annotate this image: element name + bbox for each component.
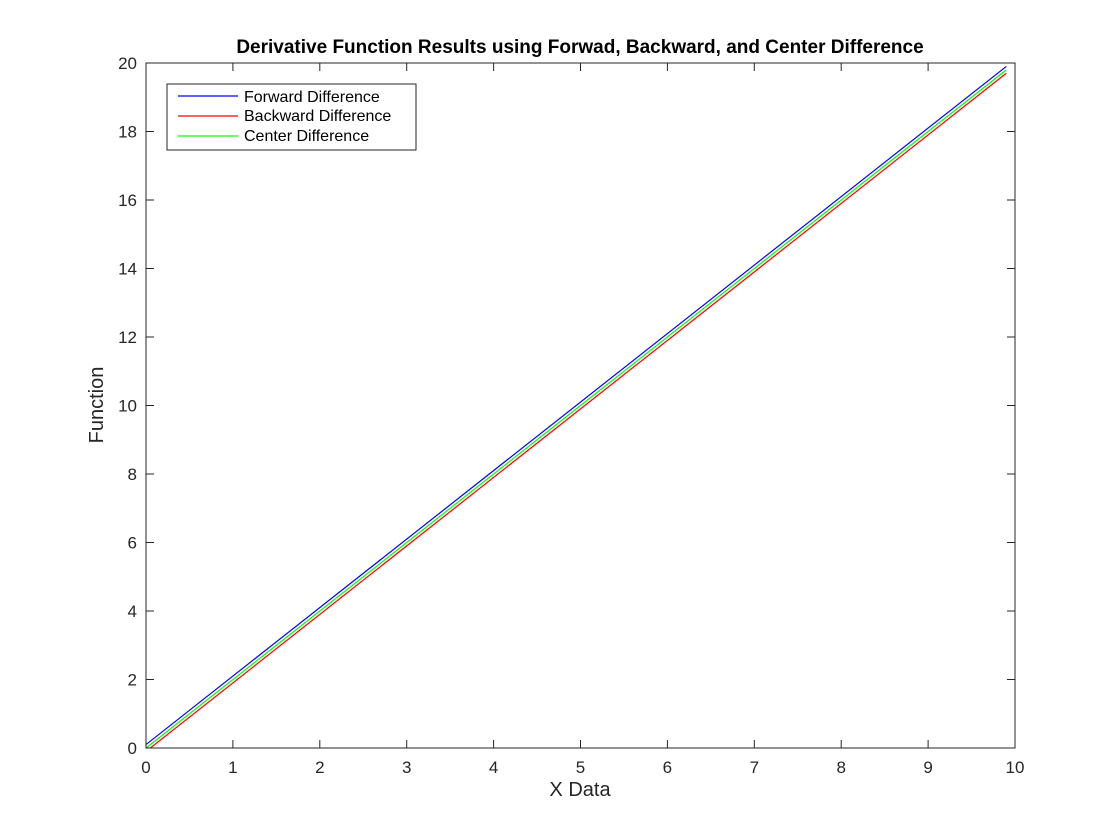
- x-tick-label-1: 1: [228, 758, 237, 777]
- y-tick-label-6: 12: [118, 328, 137, 347]
- x-tick-label-2: 2: [315, 758, 324, 777]
- legend-label-center: Center Difference: [244, 128, 369, 145]
- legend-label-backward: Backward Difference: [244, 108, 391, 125]
- x-tick-label-5: 5: [576, 758, 585, 777]
- y-tick-label-7: 14: [118, 260, 137, 279]
- y-tick-label-1: 2: [128, 671, 137, 690]
- x-tick-label-10: 10: [1006, 758, 1025, 777]
- legend: Forward Difference Backward Difference C…: [166, 83, 417, 151]
- chart-title: Derivative Function Results using Forwad…: [236, 37, 923, 58]
- y-tick-label-8: 16: [118, 191, 137, 210]
- y-axis-label: Function: [86, 367, 108, 444]
- series-line-2: [146, 69, 1007, 748]
- legend-label-forward: Forward Difference: [244, 89, 380, 106]
- x-tick-label-3: 3: [402, 758, 411, 777]
- y-tick-label-4: 8: [128, 465, 137, 484]
- x-tick-label-6: 6: [663, 758, 672, 777]
- x-tick-label-4: 4: [489, 758, 498, 777]
- y-tick-label-0: 0: [128, 739, 137, 758]
- x-tick-label-7: 7: [750, 758, 759, 777]
- x-axis-label: X Data: [549, 779, 611, 801]
- y-tick-label-9: 18: [118, 123, 137, 142]
- series-layer: [146, 65, 1007, 748]
- x-tick-label-9: 9: [923, 758, 932, 777]
- legend-box: [166, 83, 417, 151]
- series-line-1: [149, 72, 1007, 748]
- x-tick-label-0: 0: [141, 758, 150, 777]
- y-tick-label-10: 20: [118, 54, 137, 73]
- y-tick-label-2: 4: [128, 602, 137, 621]
- x-tick-label-8: 8: [836, 758, 845, 777]
- y-tick-label-3: 6: [128, 534, 137, 553]
- y-tick-label-5: 10: [118, 397, 137, 416]
- series-line-0: [146, 65, 1007, 746]
